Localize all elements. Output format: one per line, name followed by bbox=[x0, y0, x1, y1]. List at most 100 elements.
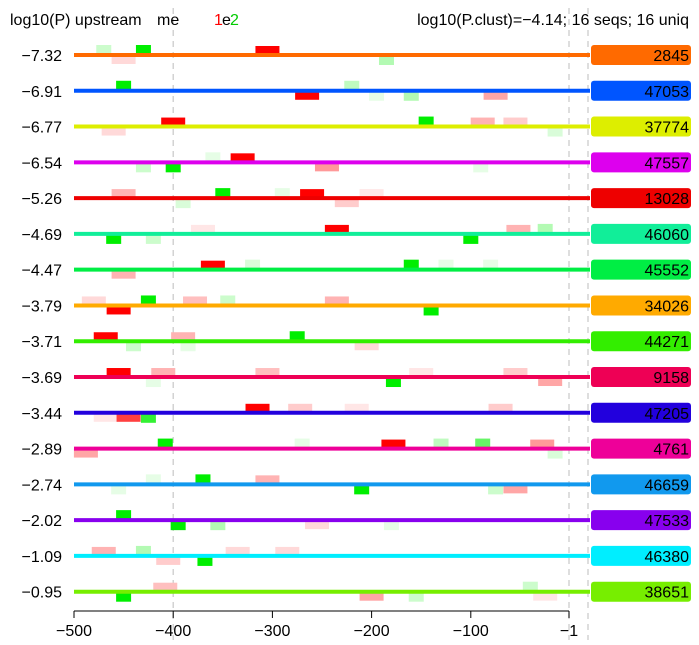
motif-1-site bbox=[200, 260, 225, 270]
motif-2-site bbox=[140, 412, 156, 423]
header-left-label: log10(P) upstream bbox=[10, 12, 142, 29]
motif-2-site bbox=[145, 233, 161, 244]
motif-1-site bbox=[116, 412, 141, 422]
sequence-id-box bbox=[591, 152, 691, 173]
x-tick-label: −400 bbox=[155, 623, 191, 640]
sequence-id: 38651 bbox=[645, 585, 690, 602]
sequence-pvalue: −3.79 bbox=[22, 298, 63, 315]
motif-2-site bbox=[116, 510, 132, 521]
sequence-pvalue: −0.95 bbox=[22, 585, 63, 602]
motif-1-site bbox=[101, 126, 126, 136]
sequence-row: −3.79 34026 bbox=[22, 295, 691, 316]
motif-1-site bbox=[334, 198, 359, 208]
motif-2-site bbox=[383, 520, 399, 531]
motif-2-site bbox=[354, 484, 370, 495]
motif-2-label: 2 bbox=[230, 12, 239, 29]
x-axis: −500 −400 −300 −200 −100 −1 bbox=[56, 610, 578, 640]
motif-1-site bbox=[503, 117, 528, 127]
motif-2-site bbox=[289, 331, 305, 342]
motif-2-site bbox=[438, 259, 454, 270]
motif-1-site bbox=[530, 439, 555, 449]
motif-1-site bbox=[538, 377, 563, 387]
motif-2-site bbox=[197, 555, 213, 566]
sequence-row: −7.32 2845 bbox=[22, 45, 691, 65]
motif-2-site bbox=[220, 295, 236, 306]
sequence-id-box bbox=[591, 331, 691, 352]
sequence-id-box bbox=[591, 116, 691, 137]
sequence-rows: −7.32 2845−6.91 47053−6.77 37774−6.54 47557−… bbox=[22, 45, 691, 602]
sequence-row: −6.54 47557 bbox=[22, 152, 691, 173]
motif-2-site bbox=[385, 377, 401, 388]
motif-1-site bbox=[314, 162, 339, 172]
x-tick-label: −500 bbox=[56, 623, 92, 640]
motif-1-site bbox=[156, 555, 181, 565]
sequence-pvalue: −7.32 bbox=[22, 48, 63, 65]
sequence-row: −5.26 13028 bbox=[22, 188, 691, 209]
sequence-id: 13028 bbox=[645, 191, 690, 208]
motif-2-site bbox=[473, 162, 489, 173]
motif-1-site bbox=[106, 368, 131, 378]
motif-1-site bbox=[381, 439, 406, 449]
motif-1-site bbox=[506, 224, 531, 234]
motif-1-site bbox=[503, 368, 528, 378]
motif-2-site bbox=[547, 448, 563, 459]
motif-2-site bbox=[116, 80, 132, 91]
motif-1-site bbox=[409, 368, 434, 378]
sequence-id-box bbox=[591, 367, 691, 388]
motif-2-site bbox=[537, 223, 553, 234]
motif-2-site bbox=[165, 162, 181, 173]
motif-1-site bbox=[183, 296, 208, 306]
motif-2-site bbox=[135, 162, 151, 173]
motif-1-site bbox=[171, 332, 196, 342]
sequence-row: −2.02 47533 bbox=[22, 510, 691, 531]
sequence-pvalue: −4.69 bbox=[22, 227, 63, 244]
motif-2-site bbox=[145, 377, 161, 388]
motif-2-site bbox=[403, 259, 419, 270]
motif-2-site bbox=[403, 90, 419, 101]
sequence-pvalue: −2.74 bbox=[22, 477, 63, 494]
sequence-id-box bbox=[591, 80, 691, 101]
motif-1-site bbox=[106, 305, 131, 315]
sequence-id-box bbox=[591, 402, 691, 423]
motif-2-site bbox=[210, 520, 226, 531]
sequence-id: 47533 bbox=[645, 513, 690, 530]
motif-2-site bbox=[170, 520, 186, 531]
motif-2-site bbox=[433, 438, 449, 449]
sequence-id: 2845 bbox=[653, 48, 689, 65]
x-tick-label: −200 bbox=[354, 623, 390, 640]
sequence-id: 37774 bbox=[645, 120, 690, 137]
sequence-id-box bbox=[591, 581, 691, 602]
motif-2-site bbox=[106, 233, 122, 244]
sequence-id: 44271 bbox=[645, 334, 690, 351]
sequence-id-box bbox=[591, 510, 691, 531]
sequence-pvalue: −1.09 bbox=[22, 549, 63, 566]
motif-1-site bbox=[288, 403, 313, 413]
x-tick-label: −100 bbox=[453, 623, 489, 640]
sequence-row: −3.44 47205 bbox=[22, 402, 691, 423]
motif-2-site bbox=[418, 116, 434, 127]
motif-1-site bbox=[111, 55, 136, 64]
sequence-pvalue: −5.26 bbox=[22, 191, 63, 208]
motif-2-site bbox=[245, 259, 261, 270]
sequence-row: −0.95 38651 bbox=[22, 581, 691, 602]
sequence-row: −4.47 45552 bbox=[22, 259, 691, 280]
motif-2-site bbox=[175, 198, 191, 209]
motif-1-site bbox=[305, 520, 330, 530]
motif-2-site bbox=[483, 259, 499, 270]
motif-2-site bbox=[488, 484, 504, 495]
sequence-pvalue: −2.02 bbox=[22, 513, 63, 530]
motif-2-site bbox=[369, 90, 385, 101]
sequence-pvalue: −6.91 bbox=[22, 84, 63, 101]
motif-1-site bbox=[344, 403, 369, 413]
motif-1-site bbox=[255, 46, 280, 55]
motif-1-site bbox=[111, 269, 136, 279]
sequence-id: 4761 bbox=[653, 442, 689, 459]
motif-2-site bbox=[157, 438, 173, 449]
sequence-id: 46659 bbox=[645, 477, 690, 494]
sequence-pvalue: −6.54 bbox=[22, 155, 63, 172]
motif-1-site bbox=[324, 296, 349, 306]
motif-1-site bbox=[533, 591, 558, 601]
header-motif-suffix: e bbox=[222, 12, 231, 29]
sequence-row: −6.91 47053 bbox=[22, 80, 691, 101]
motif-1-site bbox=[324, 224, 349, 234]
